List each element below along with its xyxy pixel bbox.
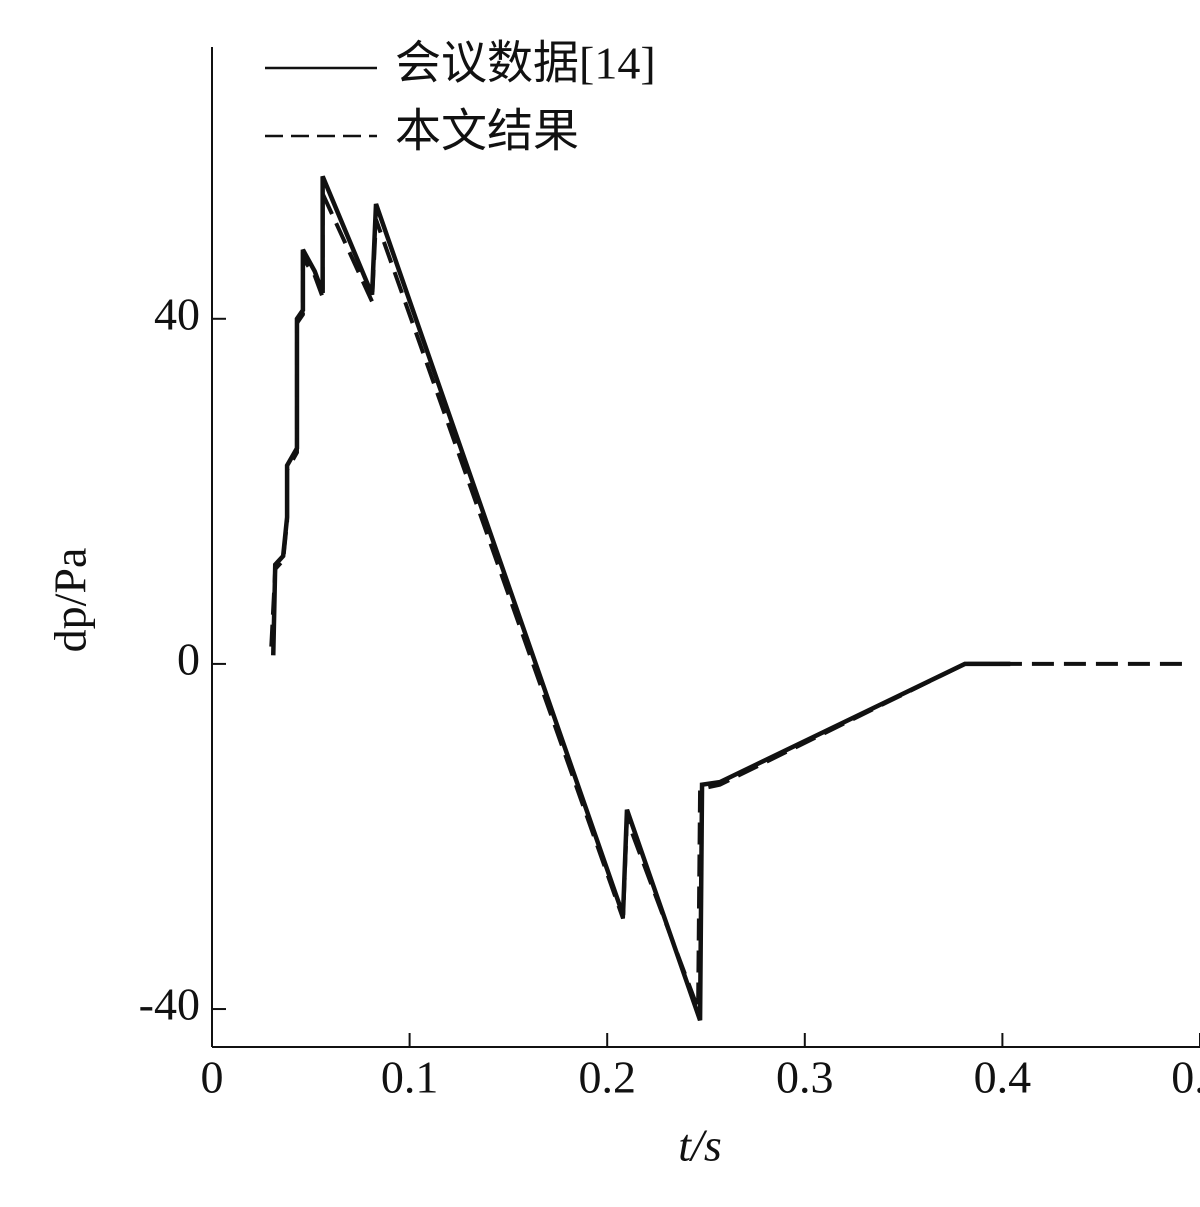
data-line <box>269 192 1191 1010</box>
x-tick-label: 0.5 <box>1171 1052 1200 1103</box>
x-axis-label: t/s <box>678 1120 721 1171</box>
legend-label: 本文结果 <box>395 106 579 157</box>
y-axis-label: dp/Pa <box>45 548 96 653</box>
legend-label: 会议数据[14] <box>395 38 656 89</box>
y-tick-label: 40 <box>154 288 200 339</box>
x-tick-label: 0 <box>201 1052 224 1103</box>
y-tick-label: 0 <box>177 633 200 684</box>
data-line <box>271 175 1011 1021</box>
y-tick-label: -40 <box>139 979 200 1030</box>
x-tick-label: 0.4 <box>974 1052 1032 1103</box>
x-tick-label: 0.1 <box>381 1052 439 1103</box>
x-tick-label: 0.3 <box>776 1052 834 1103</box>
x-tick-label: 0.2 <box>578 1052 636 1103</box>
